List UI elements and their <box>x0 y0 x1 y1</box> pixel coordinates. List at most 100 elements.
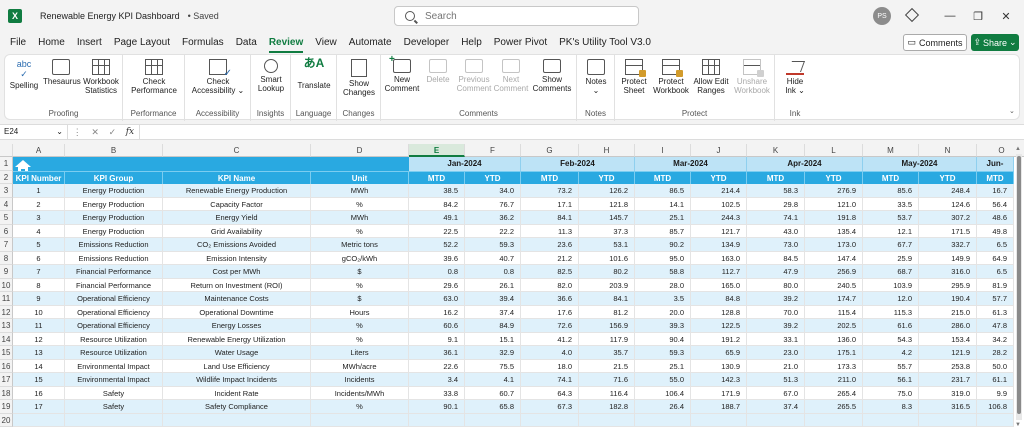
data-cell[interactable]: 12.0 <box>863 292 919 306</box>
data-cell[interactable]: 81.2 <box>579 305 635 319</box>
spelling-button[interactable]: abc ✓ Spelling <box>9 59 39 90</box>
row-header[interactable]: 11 <box>0 292 13 306</box>
search-input[interactable] <box>425 10 625 22</box>
data-cell[interactable]: 84.2 <box>409 197 465 211</box>
data-cell[interactable]: 203.9 <box>579 278 635 292</box>
close-button[interactable]: ✕ <box>1001 10 1011 23</box>
table-cell[interactable]: 2 <box>13 197 65 211</box>
data-cell[interactable]: 265.5 <box>805 400 863 414</box>
table-cell[interactable]: Operational Efficiency <box>65 305 163 319</box>
table-cell[interactable]: 1 <box>13 184 65 198</box>
table-cell[interactable]: Incident Rate <box>163 386 311 400</box>
data-cell[interactable]: 37.3 <box>579 224 635 238</box>
column-header-h[interactable]: H <box>579 144 635 157</box>
table-cell[interactable]: 4 <box>13 224 65 238</box>
data-cell[interactable]: 4.2 <box>863 346 919 360</box>
table-cell[interactable]: Resource Utilization <box>65 346 163 360</box>
empty-cell[interactable] <box>521 413 579 427</box>
data-cell[interactable]: 50.0 <box>977 359 1014 373</box>
tab-home[interactable]: Home <box>38 37 65 48</box>
data-cell[interactable]: 136.0 <box>805 332 863 346</box>
column-header-c[interactable]: C <box>163 144 311 157</box>
data-cell[interactable]: 28.2 <box>977 346 1014 360</box>
scroll-up-arrow-icon[interactable]: ▲ <box>1015 146 1021 152</box>
data-cell[interactable]: 25.1 <box>635 359 691 373</box>
empty-cell[interactable] <box>311 413 409 427</box>
enter-check-icon[interactable]: ✓ <box>108 126 117 137</box>
data-cell[interactable]: 82.0 <box>521 278 579 292</box>
data-cell[interactable]: 121.7 <box>691 224 747 238</box>
table-cell[interactable]: % <box>311 400 409 414</box>
table-cell[interactable]: Safety <box>65 400 163 414</box>
notes-button[interactable]: Notes ⌄ <box>580 59 612 95</box>
data-cell[interactable]: 265.4 <box>805 386 863 400</box>
data-cell[interactable]: 90.4 <box>635 332 691 346</box>
show-changes-button[interactable]: Show Changes <box>340 59 378 97</box>
data-cell[interactable]: 156.9 <box>579 319 635 333</box>
table-cell[interactable]: Environmental Impact <box>65 373 163 387</box>
table-cell[interactable]: Energy Production <box>65 184 163 198</box>
data-cell[interactable]: 33.5 <box>863 197 919 211</box>
row-header[interactable]: 9 <box>0 265 13 279</box>
data-cell[interactable]: 214.4 <box>691 184 747 198</box>
table-cell[interactable]: % <box>311 197 409 211</box>
column-header-m[interactable]: M <box>863 144 919 157</box>
table-cell[interactable]: % <box>311 278 409 292</box>
data-cell[interactable]: 11.3 <box>521 224 579 238</box>
insert-function-icon[interactable]: fx <box>125 127 135 137</box>
data-cell[interactable]: 59.3 <box>465 238 521 252</box>
tab-data[interactable]: Data <box>235 37 257 48</box>
data-cell[interactable]: 190.4 <box>919 292 977 306</box>
data-cell[interactable]: 32.9 <box>465 346 521 360</box>
minimize-button[interactable]: — <box>944 10 956 22</box>
data-cell[interactable]: 188.7 <box>691 400 747 414</box>
data-cell[interactable]: 202.5 <box>805 319 863 333</box>
vertical-scrollbar[interactable] <box>1016 154 1022 420</box>
data-cell[interactable]: 64.3 <box>521 386 579 400</box>
tab-automate[interactable]: Automate <box>348 37 392 48</box>
tab-review[interactable]: Review <box>263 34 309 53</box>
excel-icon[interactable]: X <box>8 9 22 23</box>
data-cell[interactable]: 68.7 <box>863 265 919 279</box>
data-cell[interactable]: 316.0 <box>919 265 977 279</box>
row-header[interactable]: 8 <box>0 251 13 265</box>
data-cell[interactable]: 25.1 <box>635 211 691 225</box>
column-header-j[interactable]: J <box>691 144 747 157</box>
data-cell[interactable]: 55.7 <box>863 359 919 373</box>
data-cell[interactable]: 117.9 <box>579 332 635 346</box>
data-cell[interactable]: 106.4 <box>635 386 691 400</box>
data-cell[interactable]: 121.0 <box>805 197 863 211</box>
table-cell[interactable]: Metric tons <box>311 238 409 252</box>
table-cell[interactable]: Financial Performance <box>65 265 163 279</box>
next-comment-button[interactable]: Next Comment <box>493 59 529 93</box>
data-cell[interactable]: 39.2 <box>747 319 805 333</box>
table-cell[interactable]: 13 <box>13 346 65 360</box>
data-cell[interactable]: 215.0 <box>919 305 977 319</box>
name-box[interactable]: E24 ⌄ <box>0 125 68 139</box>
data-cell[interactable]: 39.4 <box>465 292 521 306</box>
protect-workbook-button[interactable]: Protect Workbook <box>652 59 690 95</box>
data-cell[interactable]: 26.1 <box>465 278 521 292</box>
data-cell[interactable]: 115.3 <box>863 305 919 319</box>
data-cell[interactable]: 54.3 <box>863 332 919 346</box>
data-cell[interactable]: 43.0 <box>747 224 805 238</box>
data-cell[interactable]: 86.5 <box>635 184 691 198</box>
data-cell[interactable]: 174.7 <box>805 292 863 306</box>
data-cell[interactable]: 0.8 <box>409 265 465 279</box>
data-cell[interactable]: 14.1 <box>635 197 691 211</box>
table-cell[interactable]: MWh <box>311 184 409 198</box>
data-cell[interactable]: 33.8 <box>409 386 465 400</box>
row-header[interactable]: 6 <box>0 224 13 238</box>
data-cell[interactable]: 25.9 <box>863 251 919 265</box>
data-cell[interactable]: 75.5 <box>465 359 521 373</box>
data-cell[interactable]: 47.9 <box>747 265 805 279</box>
data-cell[interactable]: 39.3 <box>635 319 691 333</box>
data-cell[interactable]: 173.0 <box>805 238 863 252</box>
share-button[interactable]: ⇪ Share ⌄ <box>971 34 1019 51</box>
data-cell[interactable]: 49.8 <box>977 224 1014 238</box>
data-cell[interactable]: 6.5 <box>977 265 1014 279</box>
data-cell[interactable]: 56.1 <box>863 373 919 387</box>
data-cell[interactable]: 58.3 <box>747 184 805 198</box>
data-cell[interactable]: 39.2 <box>747 292 805 306</box>
tab-pk-s-utility-tool-v3-0[interactable]: PK's Utility Tool V3.0 <box>559 37 651 48</box>
